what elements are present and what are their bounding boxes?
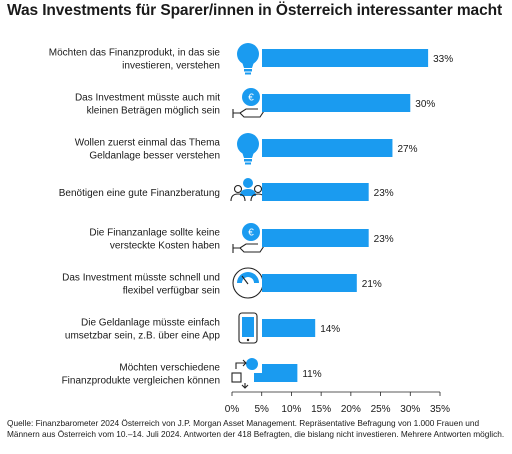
hand-coin-icon: €: [232, 88, 265, 118]
x-tick-label: 5%: [254, 404, 269, 415]
value-label: 23%: [374, 188, 394, 199]
bar: [262, 274, 357, 292]
value-label: 30%: [415, 99, 435, 110]
category-label: Das Investment müsste auch mit: [75, 93, 220, 104]
bar: [262, 319, 316, 337]
x-tick-label: 30%: [400, 404, 420, 415]
lightbulb-icon: [237, 133, 259, 165]
source-note: Quelle: Finanzbarometer 2024 Österreich …: [7, 418, 505, 439]
svg-text:€: €: [248, 228, 254, 239]
value-label: 21%: [362, 279, 382, 290]
people-icon: [230, 178, 266, 202]
hand-coin-icon: €: [232, 223, 265, 253]
bar: [262, 364, 298, 382]
bar: [262, 229, 369, 247]
bar: [262, 94, 411, 112]
category-label: Die Finanzanlage sollte keine: [89, 228, 220, 239]
compare-icon: [231, 358, 263, 389]
x-tick-label: 25%: [371, 404, 391, 415]
bar: [262, 139, 393, 157]
category-label: Benötigen eine gute Finanzberatung: [59, 188, 220, 199]
category-label: Die Geldanlage müsste einfach: [81, 318, 220, 329]
category-label: Wollen zuerst einmal das Thema: [75, 138, 221, 149]
bar: [262, 183, 369, 201]
value-label: 27%: [397, 144, 417, 155]
category-label: kleinen Beträgen möglich sein: [87, 106, 220, 117]
x-tick-label: 0%: [225, 404, 240, 415]
category-label: versteckte Kosten haben: [110, 241, 220, 252]
value-label: 11%: [302, 369, 321, 380]
x-tick-label: 20%: [341, 404, 361, 415]
category-label: umsetzbar sein, z.B. über eine App: [65, 331, 221, 342]
category-label: Möchten verschiedene: [119, 363, 220, 374]
category-label: Finanzprodukte vergleichen können: [62, 376, 220, 387]
category-label: flexibel verfügbar sein: [123, 286, 220, 297]
x-tick-label: 15%: [311, 404, 331, 415]
smartphone-icon: [238, 312, 258, 344]
svg-text:€: €: [248, 93, 254, 104]
speedometer-icon: [232, 267, 264, 299]
category-label: Geldanlage besser verstehen: [89, 151, 220, 162]
chart-title: Was Investments für Sparer/innen in Öste…: [7, 2, 503, 19]
bar: [262, 49, 429, 67]
value-label: 23%: [374, 234, 394, 245]
x-tick-label: 35%: [430, 404, 450, 415]
lightbulb-icon: [237, 43, 259, 75]
value-label: 14%: [320, 324, 340, 335]
value-label: 33%: [433, 54, 453, 65]
category-label: Das Investment müsste schnell und: [62, 273, 220, 284]
category-label: investieren, verstehen: [122, 61, 220, 72]
category-label: Möchten das Finanzprodukt, in das sie: [49, 48, 221, 59]
x-tick-label: 10%: [281, 404, 301, 415]
